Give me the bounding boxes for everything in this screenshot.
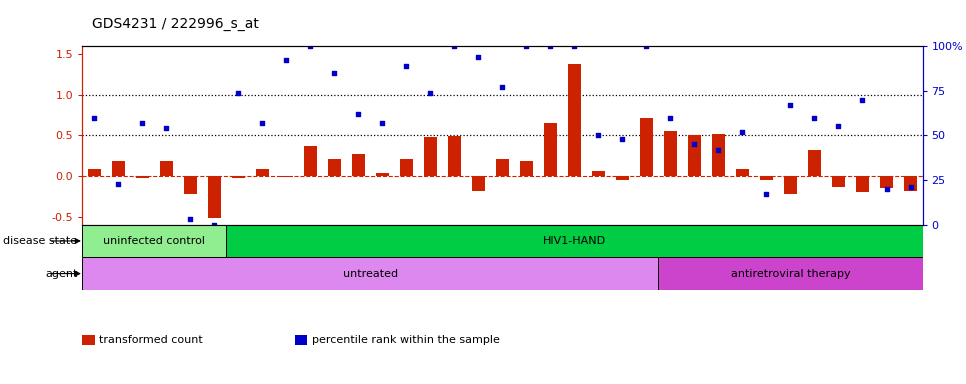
Point	[399, 63, 414, 69]
Point	[254, 120, 270, 126]
Point	[639, 43, 654, 49]
Bar	[447, 136, 461, 176]
Text: percentile rank within the sample: percentile rank within the sample	[312, 335, 499, 345]
Text: transformed count: transformed count	[99, 335, 203, 345]
Bar	[592, 171, 605, 176]
Point	[183, 216, 198, 222]
Point	[207, 222, 222, 228]
Point	[831, 123, 846, 129]
Text: antiretroviral therapy: antiretroviral therapy	[730, 268, 850, 279]
Bar	[232, 176, 244, 177]
Point	[158, 125, 174, 131]
Bar	[615, 176, 629, 180]
Point	[231, 89, 246, 96]
Bar	[256, 169, 269, 176]
Point	[422, 89, 438, 96]
Bar	[400, 159, 412, 176]
Point	[110, 180, 126, 187]
Bar	[471, 176, 485, 190]
Bar	[82, 225, 226, 257]
Bar	[760, 176, 773, 180]
Point	[758, 191, 774, 197]
Bar	[159, 161, 173, 176]
Bar	[808, 150, 821, 176]
Bar	[856, 176, 869, 192]
Point	[446, 43, 462, 49]
Point	[614, 136, 630, 142]
Bar	[376, 173, 389, 176]
Point	[590, 132, 606, 139]
Bar	[226, 225, 923, 257]
Bar	[688, 136, 701, 176]
Bar	[568, 64, 581, 176]
Bar	[424, 137, 437, 176]
Text: untreated: untreated	[343, 268, 398, 279]
Bar	[712, 134, 725, 176]
Point	[351, 111, 366, 117]
Point	[543, 43, 558, 49]
Bar	[496, 159, 509, 176]
Bar	[303, 146, 317, 176]
Bar	[664, 131, 677, 176]
Bar	[544, 123, 557, 176]
Point	[711, 147, 726, 153]
Point	[807, 114, 822, 121]
Point	[782, 102, 798, 108]
Point	[495, 84, 510, 90]
Text: GDS4231 / 222996_s_at: GDS4231 / 222996_s_at	[92, 17, 259, 31]
Point	[86, 114, 101, 121]
Bar	[880, 176, 894, 188]
Bar	[783, 176, 797, 194]
Bar	[832, 176, 845, 187]
Bar	[184, 176, 197, 194]
Text: uninfected control: uninfected control	[103, 236, 205, 246]
Point	[134, 120, 150, 126]
Point	[687, 141, 702, 147]
Point	[567, 43, 582, 49]
Bar	[659, 257, 923, 290]
Bar	[88, 169, 100, 176]
Point	[327, 70, 342, 76]
Bar	[82, 257, 659, 290]
Point	[903, 184, 919, 190]
Text: HIV1-HAND: HIV1-HAND	[543, 236, 606, 246]
Point	[375, 120, 390, 126]
Bar	[208, 176, 221, 218]
Bar	[520, 161, 533, 176]
Bar	[639, 118, 653, 176]
Point	[302, 43, 318, 49]
Bar	[736, 169, 749, 176]
Point	[735, 129, 751, 135]
Point	[519, 43, 534, 49]
Point	[879, 186, 895, 192]
Text: agent: agent	[44, 268, 77, 279]
Bar	[352, 154, 365, 176]
Point	[470, 54, 486, 60]
Point	[663, 114, 678, 121]
Bar	[279, 176, 293, 177]
Bar	[111, 161, 125, 176]
Bar	[327, 159, 341, 176]
Bar	[904, 176, 917, 190]
Point	[278, 57, 294, 63]
Bar	[135, 176, 149, 179]
Point	[855, 97, 870, 103]
Text: disease state: disease state	[3, 236, 77, 246]
